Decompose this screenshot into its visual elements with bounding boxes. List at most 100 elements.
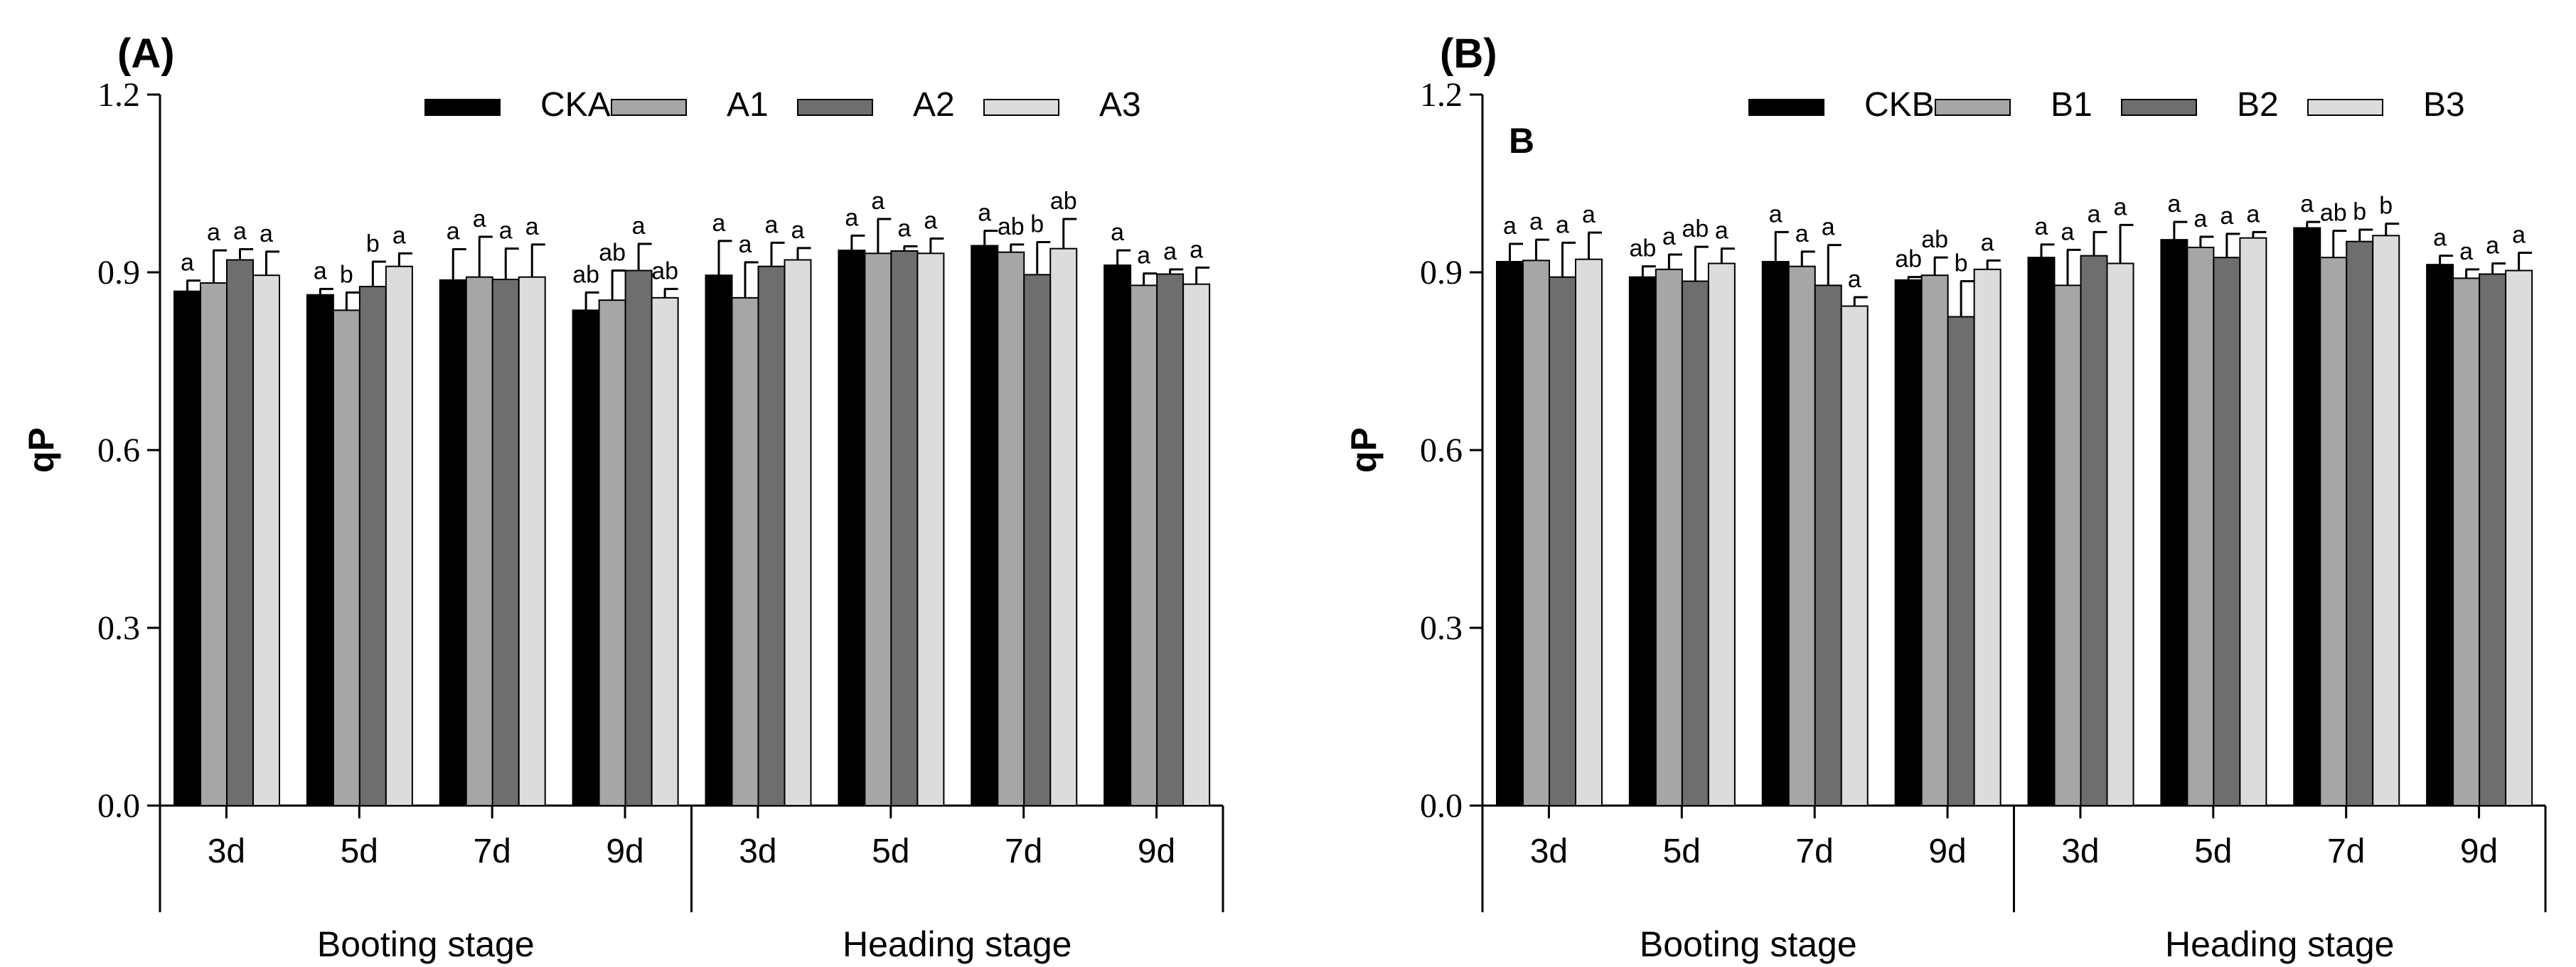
bar	[1973, 268, 2002, 807]
significance-letter: ab	[1895, 246, 1922, 273]
bar	[1156, 273, 1185, 806]
bar	[572, 309, 600, 807]
significance-letter: a	[2246, 201, 2260, 228]
panel-label: (A)	[117, 31, 175, 77]
y-tick-label: 0.6	[1420, 432, 1463, 469]
x-tick-label: 3d	[208, 833, 245, 870]
significance-letter: ab	[1682, 215, 1709, 242]
bar	[705, 274, 733, 806]
significance-letter: a	[632, 213, 646, 240]
significance-letter: a	[1137, 242, 1150, 269]
x-tick-label: 3d	[2061, 833, 2099, 870]
significance-letter: a	[2486, 233, 2499, 260]
significance-letter: ab	[599, 240, 626, 267]
bar	[916, 252, 945, 807]
significance-letter: a	[2220, 203, 2233, 230]
group-label: Heading stage	[843, 924, 1071, 964]
significance-letter: a	[1848, 266, 1861, 293]
significance-letter: a	[1190, 236, 1203, 263]
bar	[2186, 247, 2215, 806]
bar	[491, 279, 520, 806]
bar	[2319, 257, 2348, 806]
bar	[173, 290, 201, 806]
significance-letter: ab	[1050, 188, 1077, 215]
bar	[1947, 316, 1975, 806]
bar	[226, 259, 254, 806]
bar	[731, 296, 759, 807]
bar	[651, 296, 679, 807]
bar	[332, 309, 360, 807]
significance-letter: a	[233, 218, 247, 245]
bar	[2426, 264, 2454, 806]
bar	[2213, 257, 2241, 806]
significance-letter: a	[499, 218, 513, 245]
bar	[1655, 268, 1683, 807]
y-tick-label: 1.2	[1420, 76, 1463, 114]
legend-label: B1	[2051, 86, 2093, 124]
y-tick-label: 0.9	[1420, 254, 1463, 292]
significance-letter: b	[1955, 250, 1968, 277]
significance-letter: b	[2353, 198, 2366, 225]
significance-letter: a	[181, 250, 194, 277]
panel-a: (A) 0.0 0.3 0.6 0.9 1.2 qP 3d 5d 7d 9d 3d 5d 7d 9d Boot…	[21, 31, 1224, 964]
bar	[1628, 276, 1657, 806]
y-tick-label: 0.9	[97, 254, 140, 292]
significance-letter: a	[1163, 238, 1177, 265]
bar	[2080, 255, 2108, 806]
significance-letter: a	[1822, 214, 1835, 241]
significance-letter: b	[340, 261, 353, 288]
legend-swatch	[983, 99, 1059, 116]
bar	[1049, 247, 1078, 806]
significance-letter: ab	[572, 261, 599, 288]
bar	[1549, 276, 1576, 806]
significance-letter: a	[447, 218, 460, 245]
significance-letter: a	[525, 213, 539, 240]
legend-label: A3	[1099, 86, 1141, 124]
significance-letter: a	[2061, 218, 2075, 245]
significance-letter: a	[260, 220, 273, 247]
significance-letter: a	[765, 211, 779, 238]
bar	[1787, 265, 1816, 806]
significance-letter: a	[1715, 218, 1728, 245]
legend-swatch	[424, 99, 501, 116]
bar	[1840, 305, 1869, 806]
significance-letter: a	[1769, 201, 1783, 228]
bar	[864, 252, 892, 807]
x-tick-label: 9d	[606, 833, 643, 870]
significance-letter: a	[1582, 201, 1596, 228]
x-tick-label: 5d	[2194, 833, 2232, 870]
significance-letter: a	[845, 204, 858, 231]
bar	[1894, 279, 1923, 807]
legend-label: CKA	[540, 86, 611, 124]
significance-letter: ab	[1921, 226, 1948, 253]
y-tick-label: 0.6	[97, 432, 140, 469]
bar	[598, 299, 626, 806]
y-tick-label: 0.0	[1420, 787, 1463, 825]
bar	[1814, 284, 1842, 807]
x-tick-label: 9d	[1138, 833, 1175, 870]
significance-letter: a	[1111, 219, 1124, 246]
significance-letter: a	[871, 188, 885, 215]
x-tick-label: 7d	[2327, 833, 2365, 870]
x-tick-label: 5d	[341, 833, 378, 870]
significance-letter: a	[314, 257, 327, 284]
bar	[2479, 273, 2507, 806]
significance-letter: ab	[1629, 235, 1656, 262]
significance-letter: a	[473, 205, 486, 233]
bar	[2505, 269, 2533, 806]
bar	[252, 274, 280, 806]
bar	[997, 251, 1025, 806]
significance-letter: b	[2379, 193, 2393, 220]
significance-letter: a	[2088, 201, 2101, 228]
corner-label: B	[1509, 121, 1534, 161]
bar	[439, 279, 467, 807]
y-tick-label: 0.0	[97, 787, 140, 825]
bar	[2027, 257, 2056, 806]
significance-letter: a	[2300, 191, 2314, 218]
bar	[971, 245, 999, 806]
legend-swatch	[1935, 99, 2011, 116]
bar	[2372, 235, 2400, 807]
x-tick-label: 3d	[1530, 833, 1568, 870]
bar	[1023, 274, 1052, 807]
